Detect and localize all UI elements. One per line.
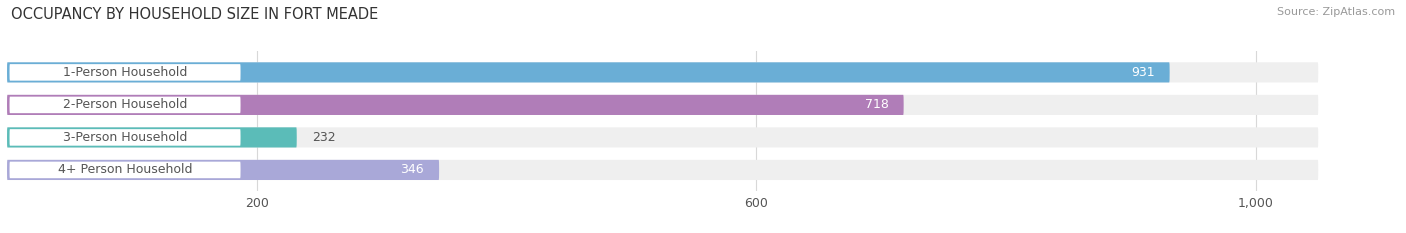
FancyBboxPatch shape <box>10 162 240 178</box>
FancyBboxPatch shape <box>7 95 904 115</box>
FancyBboxPatch shape <box>7 127 1319 147</box>
Text: 4+ Person Household: 4+ Person Household <box>58 163 193 176</box>
Text: OCCUPANCY BY HOUSEHOLD SIZE IN FORT MEADE: OCCUPANCY BY HOUSEHOLD SIZE IN FORT MEAD… <box>11 7 378 22</box>
Text: 1-Person Household: 1-Person Household <box>63 66 187 79</box>
FancyBboxPatch shape <box>7 95 1319 115</box>
FancyBboxPatch shape <box>10 64 240 81</box>
FancyBboxPatch shape <box>7 62 1170 82</box>
Text: 2-Person Household: 2-Person Household <box>63 98 187 111</box>
Text: 718: 718 <box>865 98 889 111</box>
FancyBboxPatch shape <box>7 62 1319 82</box>
Text: 346: 346 <box>401 163 425 176</box>
Text: 232: 232 <box>312 131 336 144</box>
Text: 931: 931 <box>1130 66 1154 79</box>
FancyBboxPatch shape <box>10 97 240 113</box>
Text: 3-Person Household: 3-Person Household <box>63 131 187 144</box>
FancyBboxPatch shape <box>10 129 240 146</box>
FancyBboxPatch shape <box>7 127 297 147</box>
FancyBboxPatch shape <box>7 160 1319 180</box>
Text: Source: ZipAtlas.com: Source: ZipAtlas.com <box>1277 7 1395 17</box>
FancyBboxPatch shape <box>7 160 439 180</box>
